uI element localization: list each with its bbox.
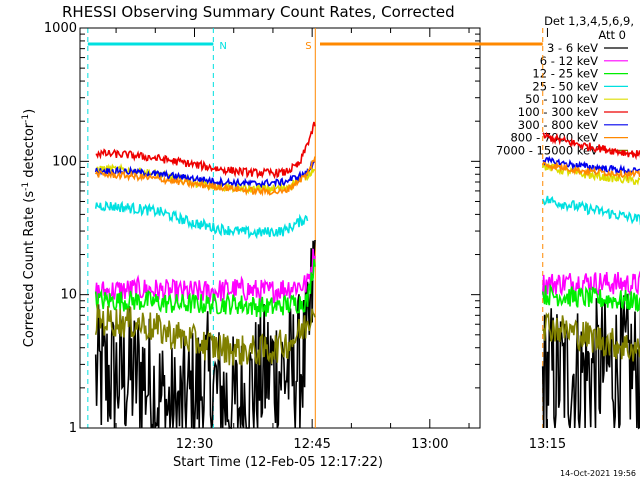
y-axis-label-sup2: -1 xyxy=(21,114,31,123)
chart-title: RHESSI Observing Summary Count Rates, Co… xyxy=(62,3,455,21)
legend-label-0: 3 - 6 keV xyxy=(547,41,598,55)
series-line-6-post xyxy=(542,155,640,176)
y-axis-label-mid: detector xyxy=(22,122,37,182)
x-tick-label-0: 12:30 xyxy=(176,437,213,452)
series-line-3-pre xyxy=(94,200,309,240)
flag-label-0: N xyxy=(219,41,226,52)
x-tick-label-1: 12:45 xyxy=(293,437,330,452)
y-axis-label-end: ) xyxy=(22,109,37,114)
plot-timestamp: 14-Oct-2021 19:56 xyxy=(560,469,636,478)
y-tick-label-0: 1 xyxy=(69,421,77,436)
y-tick-label-3: 1000 xyxy=(44,21,77,36)
legend-label-4: 50 - 100 keV xyxy=(525,92,598,106)
legend-label-7: 800 - 7000 keV xyxy=(510,131,598,145)
x-tick-label-3: 13:15 xyxy=(529,437,566,452)
series-line-5-pre xyxy=(95,121,316,180)
y-tick-label-1: 10 xyxy=(60,288,77,303)
y-axis-label: Corrected Count Rate (s-1 detector-1) xyxy=(21,109,37,347)
legend-label-1: 6 - 12 keV xyxy=(540,54,598,68)
x-tick-label-2: 13:00 xyxy=(411,437,448,452)
legend-label-5: 100 - 300 keV xyxy=(518,105,598,119)
flag-label-2: S xyxy=(305,41,311,52)
plot-frame xyxy=(79,27,481,429)
y-tick-label-2: 100 xyxy=(52,154,77,169)
legend-header-line1: Det 1,3,4,5,6,9, xyxy=(544,14,634,28)
series-line-1-post xyxy=(541,270,640,297)
series-line-7-post xyxy=(541,160,640,181)
series-line-1-pre xyxy=(94,248,316,304)
legend-header-line2: Att 0 xyxy=(598,28,626,42)
series-line-8-post xyxy=(542,312,640,362)
series-line-8-pre xyxy=(94,304,316,366)
series-line-3-post xyxy=(541,195,640,226)
series-line-7-pre xyxy=(94,156,316,197)
legend-label-6: 300 - 800 keV xyxy=(518,118,598,132)
series-line-0-post xyxy=(541,293,640,430)
series-line-5-post xyxy=(542,131,640,161)
legend-label-8: 7000 - 15000 keV xyxy=(496,143,598,157)
x-axis-label: Start Time (12-Feb-05 12:17:22) xyxy=(173,455,383,470)
series-line-2-post xyxy=(541,283,640,313)
legend-label-2: 12 - 25 keV xyxy=(532,67,598,81)
y-axis-label-sup1: -1 xyxy=(21,182,31,191)
legend-label-3: 25 - 50 keV xyxy=(532,79,598,93)
y-axis-label-main: Corrected Count Rate (s xyxy=(22,191,37,348)
series-line-2-pre xyxy=(94,258,316,318)
